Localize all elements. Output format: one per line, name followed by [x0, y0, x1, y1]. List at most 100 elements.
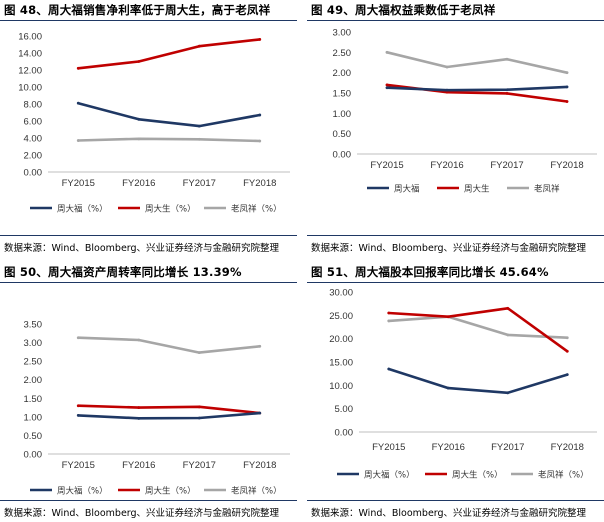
data-point [197, 405, 201, 409]
y-tick-label: 16.00 [18, 32, 42, 43]
data-point [446, 386, 450, 390]
source-divider [0, 235, 297, 236]
y-tick-label: 0.50 [24, 431, 43, 442]
legend-label: 老凤祥（%） [231, 486, 282, 497]
data-point [445, 65, 449, 69]
chart-panel-49: 图 49、周大福权益乘数低于老凤祥 0.00 0.50 1.00 1.50 2.00 2.… [307, 0, 604, 258]
y-tick-label: 4.00 [24, 134, 43, 145]
x-tick-label: FY2015 [372, 442, 405, 453]
x-tick-label: FY2017 [183, 178, 216, 189]
series-line [387, 315, 569, 340]
data-point [197, 351, 201, 354]
x-tick-label: FY2018 [243, 178, 276, 189]
y-tick-label: 3.00 [24, 338, 43, 349]
legend-label: 周大福（%） [364, 470, 415, 481]
data-point [76, 101, 80, 105]
title-divider [0, 20, 297, 21]
data-point [258, 139, 262, 143]
y-tick-label: 25.00 [329, 311, 353, 322]
data-point [76, 413, 80, 417]
y-tick-label: 1.00 [24, 412, 43, 423]
series-line [77, 38, 262, 70]
chart-title: 图 48、周大福销售净利率低于周大生，高于老凤祥 [4, 3, 271, 17]
legend-label: 周大福 [394, 184, 420, 195]
legend-label: 老凤祥 [534, 184, 560, 195]
data-source: 数据来源：Wind、Bloomberg、兴业证券经济与金融研究院整理 [311, 508, 587, 519]
line-chart-roe: 0.00 5.00 10.00 15.00 20.00 25.00 30.00 FY2015 F… [329, 288, 597, 481]
y-tick-label: 0.00 [333, 150, 352, 161]
y-tick-label: 3.00 [333, 28, 352, 39]
y-tick-label: 20.00 [329, 334, 353, 345]
x-tick-label: FY2015 [370, 160, 403, 171]
data-point [505, 92, 509, 95]
chart-title: 图 51、周大福股本回报率同比增长 45.64% [311, 265, 549, 279]
x-tick-label: FY2016 [432, 442, 465, 453]
data-point [258, 113, 262, 117]
y-tick-label: 2.50 [24, 357, 43, 368]
data-point [76, 139, 80, 142]
legend-label: 老凤祥（%） [231, 204, 282, 215]
legend-label: 周大福（%） [57, 204, 108, 215]
series-line [77, 411, 262, 420]
data-source: 数据来源：Wind、Bloomberg、兴业证券经济与金融研究院整理 [311, 243, 587, 254]
chart-panel-48: 图 48、周大福销售净利率低于周大生，高于老凤祥 0.00 2.00 4.00 6.0… [0, 0, 297, 258]
x-tick-label: FY2015 [62, 460, 95, 471]
data-point [137, 406, 141, 409]
series-line [77, 101, 262, 128]
data-point [505, 57, 509, 61]
data-point [505, 88, 509, 92]
y-tick-label: 15.00 [329, 358, 353, 369]
x-tick-label: FY2016 [430, 160, 463, 171]
data-point [565, 71, 569, 75]
x-tick-label: FY2017 [183, 460, 216, 471]
y-tick-label: 10.00 [18, 83, 42, 94]
source-divider [307, 500, 604, 501]
data-point [258, 344, 262, 348]
y-tick-label: 2.00 [333, 68, 352, 79]
chart-title: 图 49、周大福权益乘数低于老凤祥 [311, 3, 496, 17]
title-divider [307, 20, 604, 21]
data-point [258, 38, 262, 41]
y-tick-label: 2.50 [333, 48, 352, 59]
y-tick-label: 1.00 [333, 109, 352, 120]
data-point [137, 60, 141, 63]
x-tick-label: FY2018 [551, 442, 584, 453]
series-line [387, 306, 569, 353]
data-point [387, 367, 391, 371]
series-line [77, 404, 262, 415]
y-tick-label: 1.50 [24, 394, 43, 405]
y-tick-label: 0.00 [335, 428, 354, 439]
y-tick-label: 14.00 [18, 49, 42, 60]
title-divider [0, 282, 297, 283]
x-tick-label: FY2015 [62, 178, 95, 189]
source-divider [0, 500, 297, 501]
data-point [506, 391, 510, 395]
data-point [565, 349, 569, 353]
source-divider [307, 235, 604, 236]
x-tick-label: FY2017 [491, 442, 524, 453]
data-point [387, 319, 391, 323]
data-point [258, 411, 262, 415]
data-point [197, 416, 201, 420]
legend-label: 周大生（%） [145, 204, 196, 215]
title-divider [307, 282, 604, 283]
y-tick-label: 0.00 [24, 168, 43, 179]
data-point [387, 311, 391, 315]
y-tick-label: 10.00 [329, 381, 353, 392]
data-point [385, 50, 389, 54]
data-point [197, 137, 201, 141]
y-tick-label: 12.00 [18, 66, 42, 77]
y-tick-label: 1.50 [333, 89, 352, 100]
chart-panel-51: 图 51、周大福股本回报率同比增长 45.64% 0.00 5.00 10.00 15… [307, 262, 604, 522]
data-point [76, 404, 80, 408]
line-chart-equity-multiplier: 0.00 0.50 1.00 1.50 2.00 2.50 3.00 FY2015 FY2016… [333, 28, 597, 195]
data-point [137, 338, 141, 342]
data-point [137, 117, 141, 121]
series-line [77, 137, 262, 143]
y-tick-label: 30.00 [329, 288, 353, 299]
chart-panel-50: 图 50、周大福资产周转率同比增长 13.39% 0.00 0.50 1.00 1.5… [0, 262, 297, 522]
y-tick-label: 6.00 [24, 117, 43, 128]
y-tick-label: 3.50 [24, 320, 43, 331]
data-point [446, 315, 450, 319]
data-point [506, 333, 510, 337]
